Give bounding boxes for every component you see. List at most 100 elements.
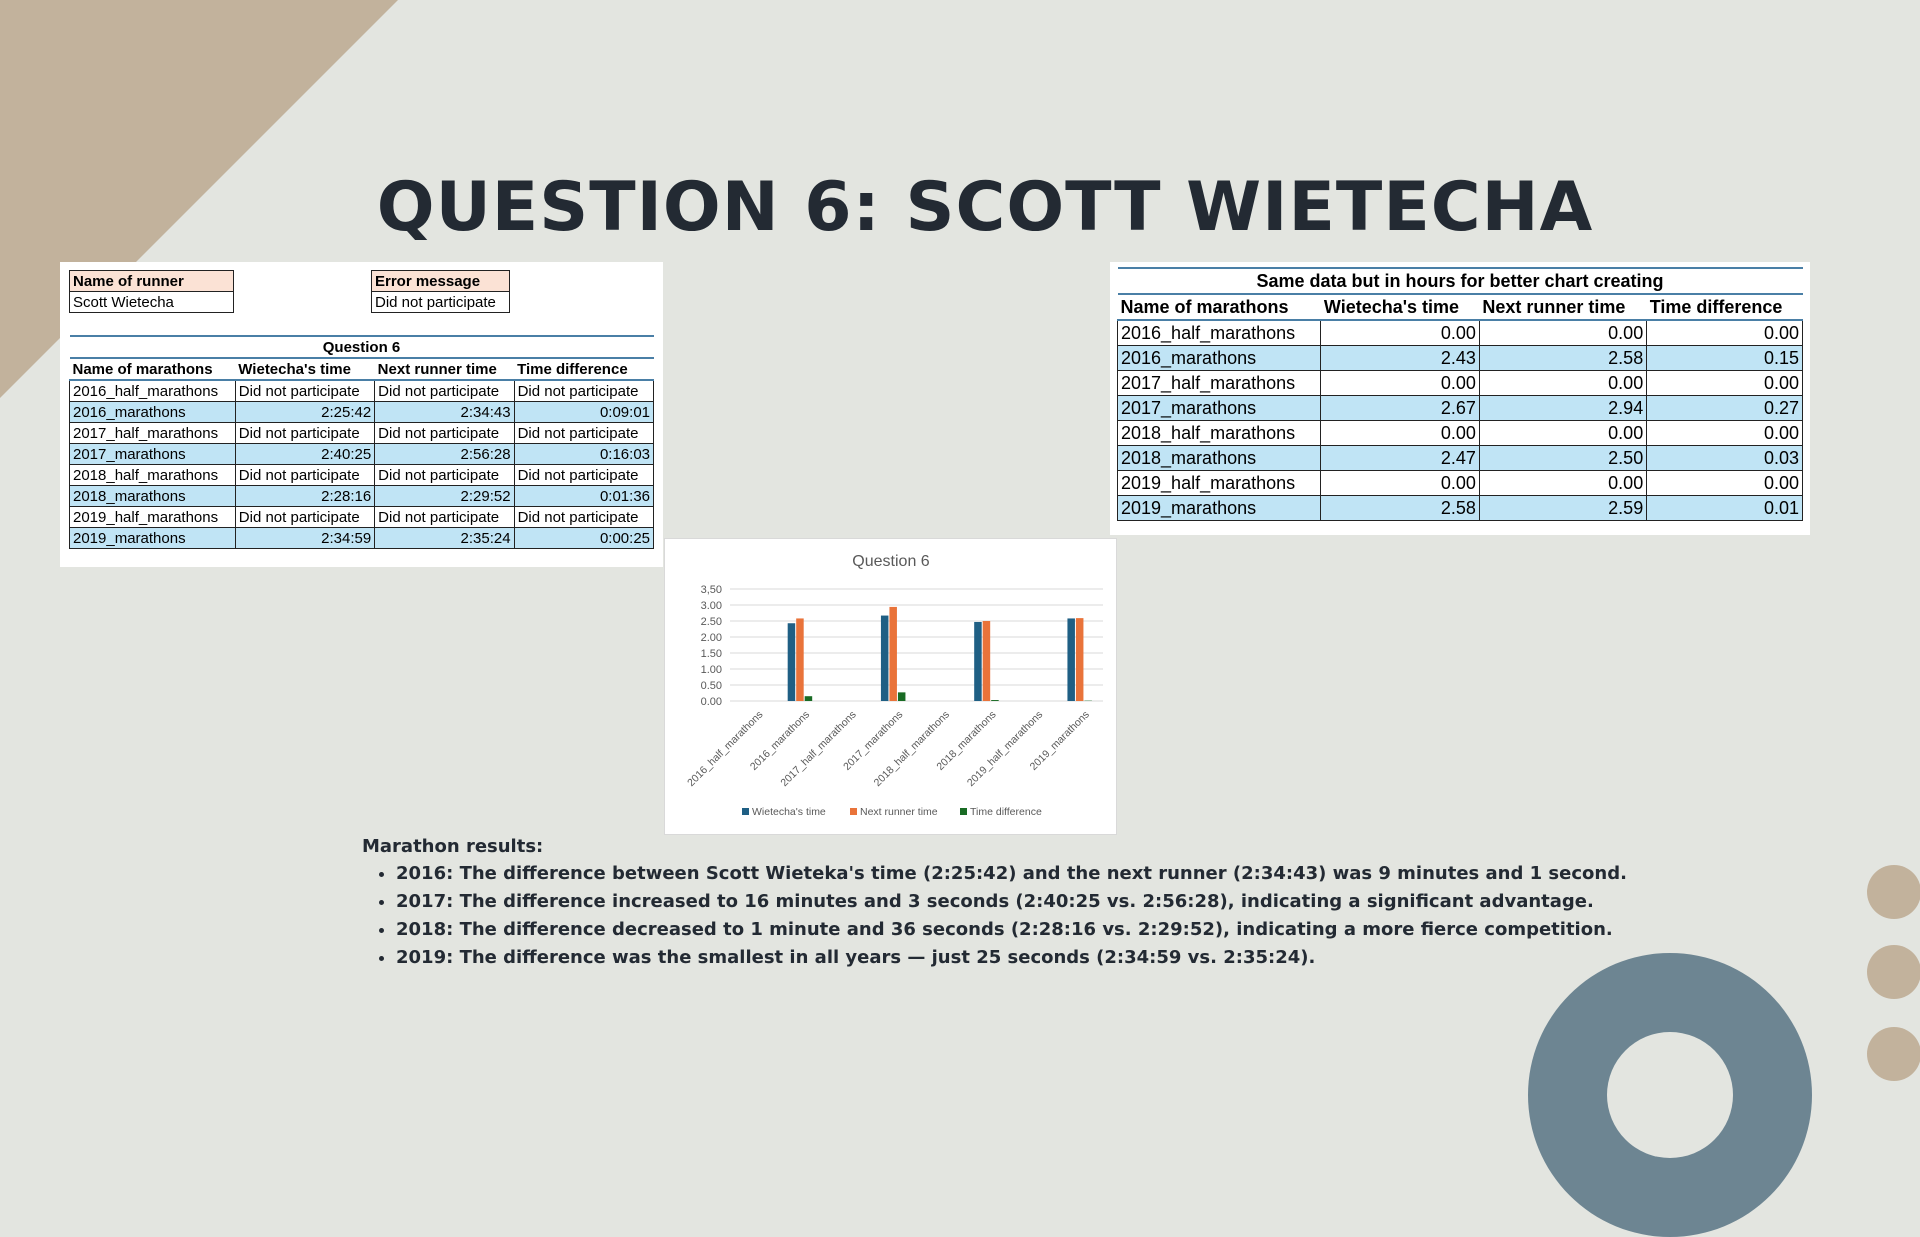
list-item: 2016: The difference between Scott Wiete… bbox=[396, 863, 1662, 884]
table-row: 2017_marathons 2.67 2.94 0.27 bbox=[1118, 396, 1803, 421]
runner-name-box: Name of runner Scott Wietecha bbox=[69, 270, 234, 313]
hours-table: Same data but in hours for better chart … bbox=[1117, 267, 1803, 521]
table-cell: 2018_half_marathons bbox=[70, 465, 236, 486]
column-header: Name of marathons bbox=[1118, 294, 1321, 320]
table-row: 2017_half_marathons Did not participate … bbox=[70, 423, 654, 444]
chart-bar bbox=[1067, 618, 1075, 701]
y-tick-label: 3.00 bbox=[701, 600, 722, 612]
table-cell: 0.00 bbox=[1479, 421, 1646, 446]
table-cell: 0.00 bbox=[1479, 320, 1646, 346]
table-row: 2018_half_marathons Did not participate … bbox=[70, 465, 654, 486]
table-cell: 2:34:43 bbox=[375, 402, 514, 423]
table-cell: Did not participate bbox=[514, 507, 653, 528]
list-item: 2019: The difference was the smallest in… bbox=[396, 947, 1662, 968]
table-cell: 2016_marathons bbox=[1118, 346, 1321, 371]
y-tick-label: 1.50 bbox=[701, 648, 722, 660]
table-header-row: Name of marathons Wietecha's time Next r… bbox=[1118, 294, 1803, 320]
list-item: 2018: The difference decreased to 1 minu… bbox=[396, 919, 1662, 940]
table-cell: 0.00 bbox=[1647, 471, 1803, 496]
table-cell: 2019_half_marathons bbox=[70, 507, 236, 528]
table-cell: 2:29:52 bbox=[375, 486, 514, 507]
table-cell: 2016_half_marathons bbox=[70, 380, 236, 402]
table-cell: 0:00:25 bbox=[514, 528, 653, 549]
legend-label: Wietecha's time bbox=[752, 806, 826, 818]
column-header: Wietecha's time bbox=[1321, 294, 1480, 320]
table-row: 2018_marathons 2.47 2.50 0.03 bbox=[1118, 446, 1803, 471]
chart-bar bbox=[788, 623, 796, 701]
column-header: Next runner time bbox=[1479, 294, 1646, 320]
table-cell: Did not participate bbox=[375, 423, 514, 444]
table-cell: 0.00 bbox=[1321, 471, 1480, 496]
table-cell: 0.00 bbox=[1479, 471, 1646, 496]
table-cell: 2019_half_marathons bbox=[1118, 471, 1321, 496]
table-cell: 0.01 bbox=[1647, 496, 1803, 521]
y-tick-label: 3,50 bbox=[701, 584, 722, 596]
table-cell: 0.00 bbox=[1647, 320, 1803, 346]
column-header: Next runner time bbox=[375, 358, 514, 380]
table-row: 2016_half_marathons 0.00 0.00 0.00 bbox=[1118, 320, 1803, 346]
decorative-dot bbox=[1867, 865, 1920, 919]
chart-bar bbox=[889, 607, 897, 701]
table-cell: 2019_marathons bbox=[1118, 496, 1321, 521]
table-cell: 2016_marathons bbox=[70, 402, 236, 423]
chart-bar bbox=[974, 622, 982, 701]
table-cell: 2:34:59 bbox=[235, 528, 374, 549]
table-caption: Question 6 bbox=[70, 336, 654, 358]
table-cell: 0.00 bbox=[1647, 371, 1803, 396]
table-cell: 2.47 bbox=[1321, 446, 1480, 471]
table-caption: Same data but in hours for better chart … bbox=[1118, 268, 1803, 294]
table-cell: 0.00 bbox=[1321, 421, 1480, 446]
table-cell: 2.58 bbox=[1321, 496, 1480, 521]
legend-label: Next runner time bbox=[860, 806, 938, 818]
decorative-arch-hole bbox=[1607, 1032, 1733, 1158]
table-cell: Did not participate bbox=[514, 465, 653, 486]
decorative-dot bbox=[1867, 945, 1920, 999]
error-header: Error message bbox=[372, 271, 510, 292]
decorative-dot bbox=[1867, 1027, 1920, 1081]
legend-swatch bbox=[850, 808, 857, 815]
table-cell: 2.59 bbox=[1479, 496, 1646, 521]
table-cell: Did not participate bbox=[235, 507, 374, 528]
page-title: QUESTION 6: SCOTT WIETECHA bbox=[0, 168, 1920, 247]
table-cell: 2016_half_marathons bbox=[1118, 320, 1321, 346]
table-cell: 2.43 bbox=[1321, 346, 1480, 371]
table-row: 2016_marathons 2.43 2.58 0.15 bbox=[1118, 346, 1803, 371]
table-cell: 2018_half_marathons bbox=[1118, 421, 1321, 446]
table-row: 2017_half_marathons 0.00 0.00 0.00 bbox=[1118, 371, 1803, 396]
runner-value: Scott Wietecha bbox=[70, 292, 234, 313]
legend-swatch bbox=[960, 808, 967, 815]
table-cell: 2:40:25 bbox=[235, 444, 374, 465]
table-cell: 0.00 bbox=[1321, 371, 1480, 396]
legend-label: Time difference bbox=[970, 806, 1042, 818]
table-row: 2016_marathons 2:25:42 2:34:43 0:09:01 bbox=[70, 402, 654, 423]
table-cell: 2:28:16 bbox=[235, 486, 374, 507]
chart-bar bbox=[983, 621, 991, 701]
table-cell: 0:01:36 bbox=[514, 486, 653, 507]
table-cell: 2019_marathons bbox=[70, 528, 236, 549]
notes-list: 2016: The difference between Scott Wiete… bbox=[362, 863, 1662, 968]
table-cell: 2018_marathons bbox=[1118, 446, 1321, 471]
runner-header: Name of runner bbox=[70, 271, 234, 292]
y-tick-label: 0.00 bbox=[701, 696, 722, 708]
times-table: Question 6 Name of marathons Wietecha's … bbox=[69, 335, 654, 549]
chart-bar bbox=[805, 696, 813, 701]
table-row: 2018_marathons 2:28:16 2:29:52 0:01:36 bbox=[70, 486, 654, 507]
table-cell: 2:35:24 bbox=[375, 528, 514, 549]
table-cell: 2017_half_marathons bbox=[1118, 371, 1321, 396]
chart-canvas: Question 60.000.501.001.502.002.503.003,… bbox=[665, 539, 1118, 836]
chart-bar bbox=[991, 700, 999, 701]
table-cell: 0.15 bbox=[1647, 346, 1803, 371]
chart-bar bbox=[796, 618, 804, 701]
table-cell: Did not participate bbox=[375, 507, 514, 528]
table-cell: Did not participate bbox=[375, 465, 514, 486]
table-cell: 2.94 bbox=[1479, 396, 1646, 421]
table-cell: Did not participate bbox=[235, 380, 374, 402]
table-cell: 2017_marathons bbox=[70, 444, 236, 465]
table-cell: 2018_marathons bbox=[70, 486, 236, 507]
table-row: 2016_half_marathons Did not participate … bbox=[70, 380, 654, 402]
table-cell: 0.00 bbox=[1321, 320, 1480, 346]
table-row: 2019_half_marathons 0.00 0.00 0.00 bbox=[1118, 471, 1803, 496]
table-cell: 0.00 bbox=[1647, 421, 1803, 446]
results-notes: Marathon results: 2016: The difference b… bbox=[362, 836, 1662, 975]
table-cell: 2.58 bbox=[1479, 346, 1646, 371]
